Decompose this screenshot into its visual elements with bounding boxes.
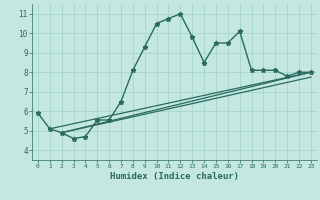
X-axis label: Humidex (Indice chaleur): Humidex (Indice chaleur): [110, 172, 239, 181]
